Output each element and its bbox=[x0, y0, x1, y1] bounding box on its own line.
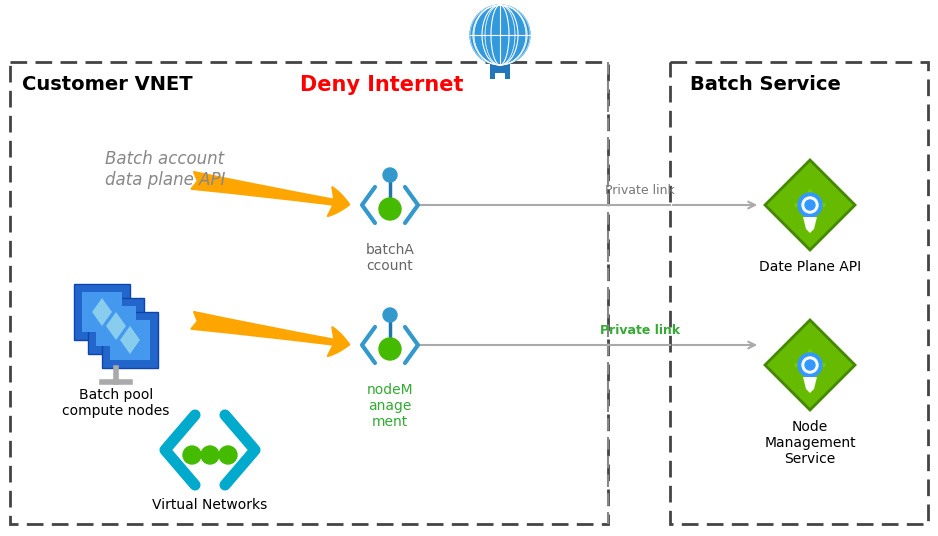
Circle shape bbox=[798, 353, 822, 377]
Bar bbox=[110, 320, 150, 360]
Text: Private link: Private link bbox=[600, 324, 680, 337]
Text: Node
Management
Service: Node Management Service bbox=[764, 420, 855, 466]
Bar bbox=[670, 62, 928, 524]
Circle shape bbox=[470, 5, 530, 65]
Polygon shape bbox=[92, 298, 112, 326]
Polygon shape bbox=[106, 312, 126, 340]
Circle shape bbox=[379, 338, 401, 360]
Bar bbox=[10, 62, 608, 524]
Text: Customer VNET: Customer VNET bbox=[22, 75, 192, 94]
Bar bbox=[88, 298, 144, 354]
Text: Date Plane API: Date Plane API bbox=[759, 260, 861, 274]
Text: Deny Internet: Deny Internet bbox=[300, 75, 463, 95]
Polygon shape bbox=[803, 377, 817, 393]
Circle shape bbox=[379, 198, 401, 220]
Text: batchA
ccount: batchA ccount bbox=[366, 243, 415, 273]
Circle shape bbox=[383, 308, 397, 322]
Circle shape bbox=[802, 197, 818, 213]
Polygon shape bbox=[490, 63, 510, 79]
Circle shape bbox=[798, 193, 822, 217]
Bar bbox=[74, 284, 130, 340]
Polygon shape bbox=[120, 326, 140, 354]
Circle shape bbox=[805, 360, 815, 370]
Bar bbox=[82, 292, 122, 332]
Text: Batch pool
compute nodes: Batch pool compute nodes bbox=[62, 388, 170, 418]
Polygon shape bbox=[765, 320, 855, 410]
Bar bbox=[96, 306, 136, 346]
Circle shape bbox=[805, 200, 815, 210]
Circle shape bbox=[201, 446, 219, 464]
Circle shape bbox=[183, 446, 201, 464]
Text: nodeM
anage
ment: nodeM anage ment bbox=[367, 383, 414, 429]
Circle shape bbox=[802, 357, 818, 373]
Polygon shape bbox=[765, 160, 855, 250]
Text: Batch account
data plane API: Batch account data plane API bbox=[105, 150, 225, 189]
Circle shape bbox=[383, 168, 397, 182]
Text: Private link: Private link bbox=[605, 184, 674, 197]
Text: Virtual Networks: Virtual Networks bbox=[152, 498, 267, 512]
Polygon shape bbox=[803, 217, 817, 233]
Text: Batch Service: Batch Service bbox=[690, 75, 840, 94]
Circle shape bbox=[219, 446, 237, 464]
Bar bbox=[102, 312, 158, 368]
